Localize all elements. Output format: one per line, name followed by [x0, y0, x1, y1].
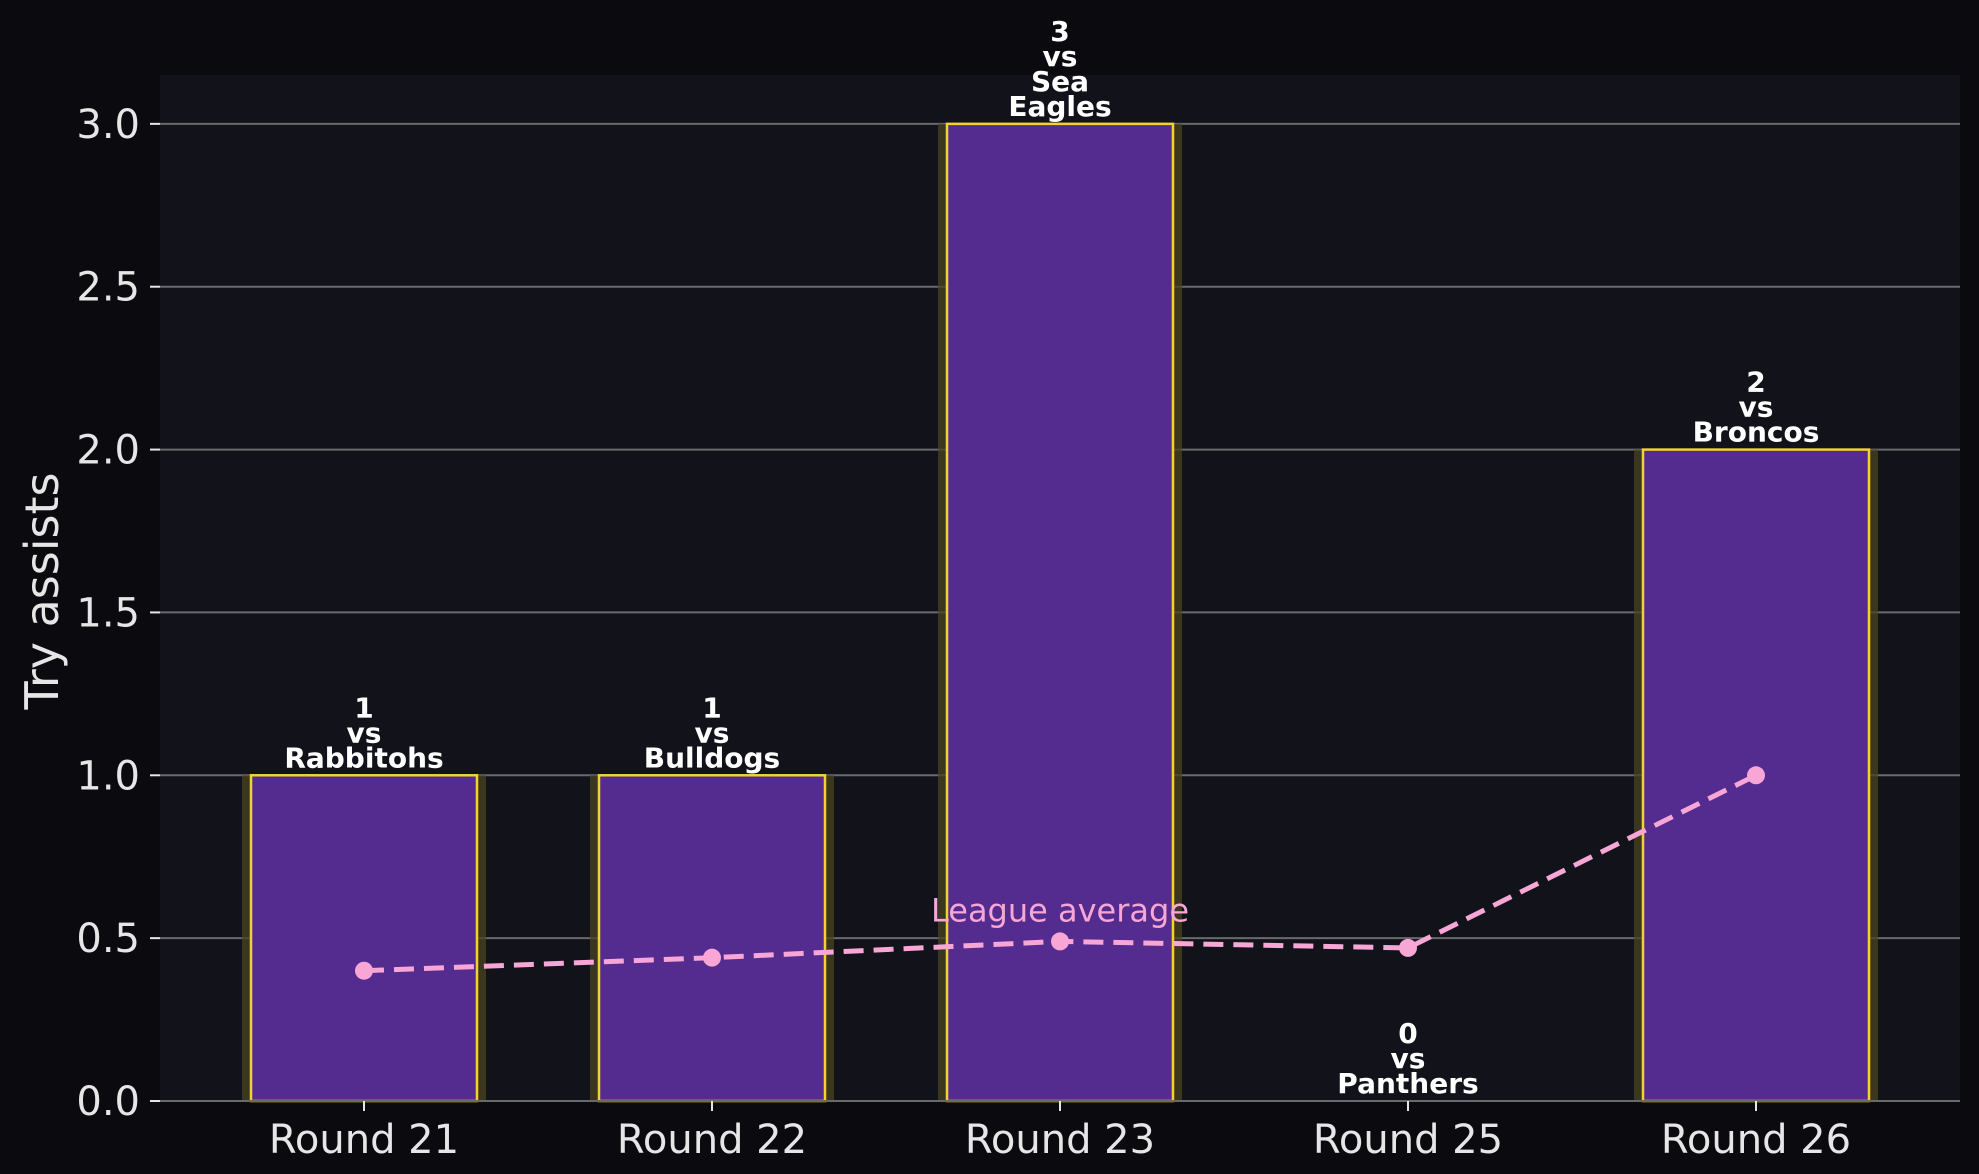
- x-tick-label: Round 23: [965, 1117, 1155, 1163]
- bar-label-line: Broncos: [1693, 416, 1820, 449]
- bar-label-line: Bulldogs: [644, 741, 780, 774]
- bar: [249, 774, 479, 1103]
- x-tick-label: Round 22: [617, 1117, 807, 1163]
- y-tick-label: 1.5: [76, 590, 140, 636]
- bar-value-label: 1 vs Rabbitohs: [284, 691, 443, 774]
- y-axis-title: Try assists: [15, 473, 69, 711]
- bar-label-line: 2: [1746, 366, 1765, 399]
- x-tick-label: Round 25: [1313, 1117, 1503, 1163]
- y-tick-label: 0.0: [76, 1079, 140, 1125]
- bar-value-label: 0 vs Panthers: [1337, 1017, 1478, 1100]
- bar-label-line: vs: [1739, 391, 1774, 424]
- y-tick-label: 0.5: [76, 916, 140, 962]
- x-tick-label: Round 21: [269, 1117, 459, 1163]
- bar-label-line: Panthers: [1337, 1067, 1478, 1100]
- bar-label-line: vs: [1391, 1042, 1426, 1075]
- league-average-point: [355, 961, 373, 980]
- bar-value-label: 3 vs Sea Eagles: [1008, 15, 1111, 123]
- league-average-point: [1399, 938, 1417, 957]
- axes: 0.0 0.5 1.0 1.5 2.0 2.5 3.0 Round 21 Round 22 Rou…: [76, 102, 1960, 1163]
- bar-value-label: 2 vs Broncos: [1693, 366, 1820, 449]
- bar-value-label: 1 vs Bulldogs: [644, 691, 780, 774]
- bars: [242, 122, 1878, 1103]
- bar: [597, 774, 827, 1103]
- bar-label-line: vs: [695, 716, 730, 749]
- league-average-point: [703, 948, 721, 967]
- bar: [945, 122, 1175, 1103]
- league-average-point: [1747, 766, 1765, 785]
- league-average-point: [1051, 932, 1069, 951]
- bar-label-line: Eagles: [1008, 90, 1111, 123]
- bar-label-line: vs: [347, 716, 382, 749]
- bar-label-line: Sea: [1031, 65, 1089, 98]
- y-tick-label: 2.5: [76, 265, 140, 311]
- bar-label-line: 3: [1050, 15, 1069, 48]
- bar-label-line: 1: [702, 691, 721, 724]
- bar-label-line: 0: [1398, 1017, 1417, 1050]
- y-tick-label: 1.0: [76, 753, 140, 799]
- bar-label-line: 1: [354, 691, 373, 724]
- y-tick-label: 2.0: [76, 428, 140, 474]
- x-tick-label: Round 26: [1661, 1117, 1851, 1163]
- league-average-label: League average: [931, 891, 1189, 929]
- bar-label-line: Rabbitohs: [284, 741, 443, 774]
- bar-label-line: vs: [1043, 40, 1078, 73]
- league-average-line: League average: [355, 766, 1765, 980]
- y-tick-label: 3.0: [76, 102, 140, 148]
